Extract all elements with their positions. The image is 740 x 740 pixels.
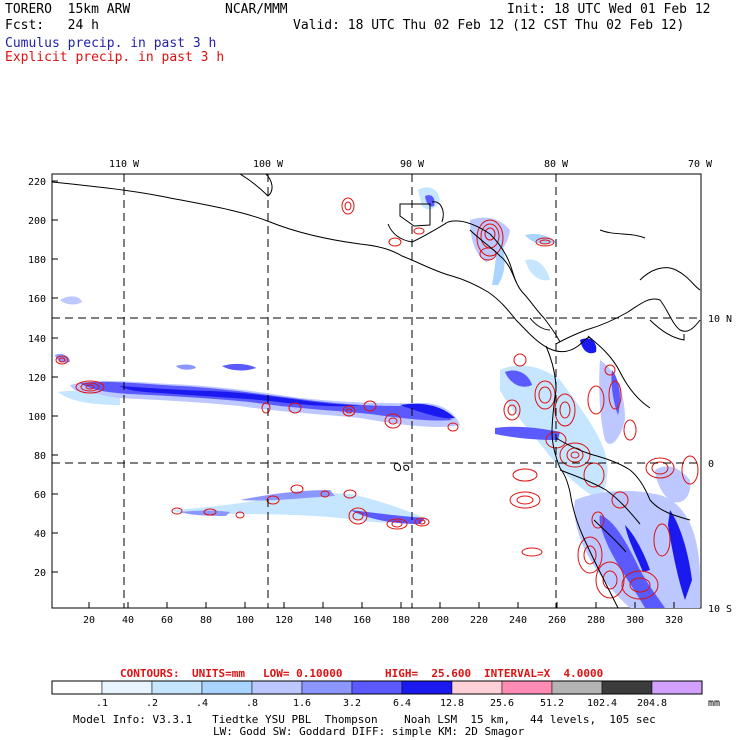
colorbar-swatch xyxy=(451,680,503,695)
explicit-precip-label: Explicit precip. in past 3 h xyxy=(5,50,225,65)
colorbar-label: 25.6 xyxy=(490,698,514,709)
colorbar-swatch xyxy=(401,680,453,695)
lon-label-90w: 90 W xyxy=(400,159,425,170)
contours-high: HIGH= 25.600 xyxy=(385,667,472,680)
bottom-tick-label: 260 xyxy=(548,615,566,626)
bottom-tick-label: 300 xyxy=(626,615,644,626)
colorbar-label: 1.6 xyxy=(293,698,311,709)
cumulus-precip-areas xyxy=(55,187,700,608)
bottom-tick-label: 140 xyxy=(314,615,332,626)
bottom-tick-label: 20 xyxy=(83,615,95,626)
lon-label-80w: 80 W xyxy=(544,159,569,170)
colorbar-label: .2 xyxy=(146,698,158,709)
colorbar-swatch xyxy=(601,680,653,695)
bottom-tick-label: 240 xyxy=(509,615,527,626)
colorbar-label: .1 xyxy=(96,698,108,709)
left-tick-label: 40 xyxy=(34,529,46,540)
lon-label-100w: 100 W xyxy=(253,159,284,170)
graticule xyxy=(52,174,701,608)
colorbar-frame xyxy=(51,680,703,695)
bottom-tick-label: 100 xyxy=(236,615,254,626)
colorbar-label: .4 xyxy=(196,698,208,709)
contours-low: LOW= 0.10000 xyxy=(263,667,343,680)
contours-interval: INTERVAL=X 4.0000 xyxy=(484,667,604,680)
colorbar-unit: mm xyxy=(708,698,720,709)
left-tick-label: 200 xyxy=(28,216,46,227)
colorbar-swatch xyxy=(351,680,403,695)
left-tick-label: 80 xyxy=(34,451,46,462)
bottom-axis-ticks xyxy=(88,602,675,608)
lat-label-10n: 10 N xyxy=(708,314,732,325)
colorbar-label: 3.2 xyxy=(343,698,361,709)
bottom-tick-label: 320 xyxy=(665,615,683,626)
bottom-tick-label: 220 xyxy=(470,615,488,626)
forecast-hour: Fcst: 24 h xyxy=(5,18,99,33)
bottom-tick-label: 180 xyxy=(392,615,410,626)
bottom-tick-label: 280 xyxy=(587,615,605,626)
init-time: Init: 18 UTC Wed 01 Feb 12 xyxy=(507,2,711,17)
bottom-tick-label: 200 xyxy=(431,615,449,626)
colorbar-swatch xyxy=(151,680,203,695)
cumulus-precip-label: Cumulus precip. in past 3 h xyxy=(5,36,217,51)
lat-label-10s: 10 S xyxy=(708,604,732,615)
colorbar-swatch xyxy=(501,680,553,695)
lon-label-70w: 70 W xyxy=(688,159,713,170)
lat-label-0: 0 xyxy=(708,459,714,470)
left-tick-label: 100 xyxy=(28,412,46,423)
colorbar-label: 12.8 xyxy=(440,698,464,709)
left-tick-label: 60 xyxy=(34,490,46,501)
colorbar-swatch xyxy=(551,680,603,695)
model-title: TORERO 15km ARW xyxy=(5,2,131,17)
colorbar-swatch xyxy=(101,680,153,695)
contours-label: CONTOURS: xyxy=(120,667,180,680)
bottom-tick-label: 80 xyxy=(200,615,212,626)
colorbar-label: 102.4 xyxy=(587,698,617,709)
lon-label-110w: 110 W xyxy=(109,159,140,170)
left-axis-ticks xyxy=(52,180,58,573)
organization-label: NCAR/MMM xyxy=(225,2,288,17)
left-tick-label: 120 xyxy=(28,373,46,384)
colorbar-swatch xyxy=(251,680,303,695)
left-tick-label: 20 xyxy=(34,568,46,579)
contours-units: UNITS=mm xyxy=(192,667,245,680)
colorbar-label: 51.2 xyxy=(540,698,564,709)
colorbar-swatch xyxy=(51,680,103,695)
left-tick-label: 160 xyxy=(28,294,46,305)
bottom-tick-label: 120 xyxy=(275,615,293,626)
colorbar-swatch xyxy=(651,680,703,695)
colorbar-swatch xyxy=(301,680,353,695)
bottom-tick-label: 160 xyxy=(353,615,371,626)
left-tick-label: 140 xyxy=(28,334,46,345)
valid-time: Valid: 18 UTC Thu 02 Feb 12 (12 CST Thu … xyxy=(293,18,685,33)
model-info-line2: LW: Godd SW: Goddard DIFF: simple KM: 2D… xyxy=(213,725,525,738)
colorbar-label: .8 xyxy=(246,698,258,709)
coastlines xyxy=(52,174,701,608)
bottom-tick-label: 40 xyxy=(122,615,134,626)
colorbar-swatch xyxy=(201,680,253,695)
model-info-line1: Model Info: V3.3.1 Tiedtke YSU PBL Thomp… xyxy=(73,713,656,726)
colorbar xyxy=(51,680,703,695)
left-tick-label: 220 xyxy=(28,177,46,188)
explicit-precip-contours xyxy=(55,197,699,600)
colorbar-label: 204.8 xyxy=(637,698,667,709)
colorbar-label: 6.4 xyxy=(393,698,411,709)
bottom-tick-label: 60 xyxy=(161,615,173,626)
left-tick-label: 180 xyxy=(28,255,46,266)
